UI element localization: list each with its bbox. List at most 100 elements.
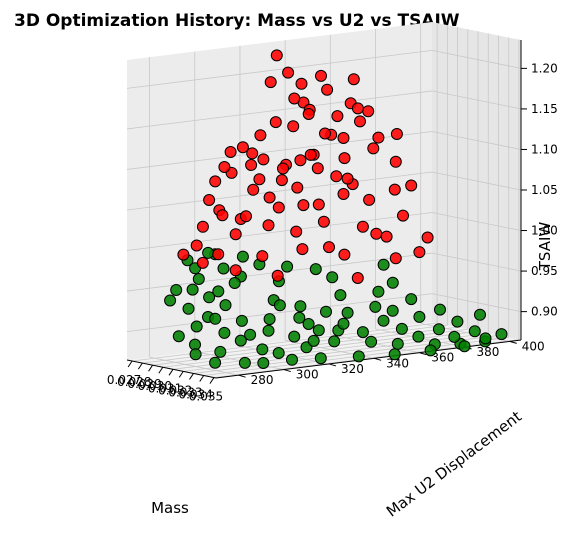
data-point-green — [203, 291, 216, 304]
x-tick — [168, 369, 174, 376]
data-point-green — [228, 277, 241, 289]
x-tick-label: 0.029 — [127, 377, 161, 391]
data-point-red — [331, 110, 344, 123]
data-point-red — [196, 220, 209, 233]
grid-line-y — [194, 351, 284, 370]
data-point-green — [451, 315, 464, 328]
data-point-green — [286, 353, 298, 366]
y-tick-label: 280 — [251, 373, 274, 387]
data-point-red — [341, 172, 354, 185]
data-point-red — [196, 256, 209, 269]
data-point-green — [412, 330, 425, 343]
data-point-green — [212, 285, 225, 298]
data-point-red — [311, 162, 324, 175]
data-point-red — [291, 181, 304, 194]
data-point-red — [246, 147, 259, 160]
y-tick — [374, 357, 382, 361]
data-point-red — [337, 132, 350, 144]
data-point-green — [307, 334, 320, 347]
data-point-green — [172, 330, 185, 343]
grid-line-z — [126, 212, 433, 251]
data-point-green — [356, 326, 369, 339]
data-point-red — [405, 179, 418, 192]
data-point-red — [421, 231, 434, 244]
data-point-red — [264, 76, 277, 89]
data-point-green — [424, 344, 437, 357]
data-point-red — [338, 248, 351, 261]
data-point-green — [309, 263, 322, 276]
data-point-red — [297, 199, 310, 212]
data-point-green — [391, 337, 404, 350]
y-tick-label: 300 — [296, 368, 319, 382]
data-point-red — [275, 174, 288, 187]
x-tick — [148, 364, 153, 372]
x-axis-label: Mass — [151, 499, 189, 517]
data-point-green — [273, 299, 286, 312]
data-point-red — [315, 69, 327, 82]
data-point-green — [234, 334, 247, 347]
grid-line-z — [431, 293, 522, 313]
grid-line-z — [431, 131, 522, 150]
x-tick — [178, 371, 184, 378]
data-point-green — [263, 313, 276, 326]
data-point-red — [209, 175, 222, 188]
grid-line-z — [431, 252, 522, 272]
data-point-red — [262, 219, 275, 232]
grid-line-y — [149, 356, 239, 376]
data-point-red — [247, 183, 260, 196]
x-tick-label: 0.030 — [138, 379, 172, 393]
grid-line-z — [431, 90, 522, 110]
data-point-red — [363, 193, 376, 206]
data-point-red — [257, 153, 270, 166]
data-point-green — [219, 299, 232, 312]
data-point-red — [338, 152, 351, 165]
data-point-green — [365, 335, 378, 348]
data-point-green — [170, 284, 183, 296]
data-point-green — [192, 273, 205, 285]
x-tick — [189, 373, 194, 380]
data-point-red — [380, 230, 393, 243]
y-tick — [283, 369, 291, 373]
data-point-green — [293, 311, 306, 324]
data-point-green — [262, 324, 275, 337]
data-point-green — [164, 294, 177, 307]
x-tick — [137, 362, 143, 370]
data-point-red — [413, 246, 426, 259]
data-point-red — [288, 92, 301, 105]
data-point-red — [216, 209, 229, 222]
data-point-red — [240, 210, 252, 223]
data-point-red — [203, 194, 216, 206]
data-point-red — [190, 239, 203, 252]
z-tick-label: 1.20 — [531, 61, 558, 75]
data-point-green — [479, 332, 492, 345]
data-point-green — [186, 283, 199, 296]
x-tick-label: 0.032 — [158, 383, 192, 397]
data-point-red — [367, 142, 380, 155]
data-point-green — [458, 340, 471, 353]
data-point-green — [386, 276, 399, 289]
x-tick — [127, 360, 133, 368]
grid-line-z — [126, 49, 433, 89]
data-point-red — [337, 188, 350, 200]
x-tick-label: 0.033 — [168, 385, 202, 399]
data-point-red — [296, 243, 309, 256]
data-point-red — [312, 198, 325, 211]
grid-line-z — [126, 90, 433, 130]
y-tick-label: 360 — [431, 351, 454, 365]
x-tick-label: 0.034 — [179, 388, 213, 402]
data-point-red — [212, 248, 225, 261]
data-point-green — [334, 289, 347, 302]
x-tick-label: 0.028 — [117, 375, 151, 389]
data-point-red — [277, 162, 289, 175]
data-point-green — [386, 304, 399, 317]
data-point-red — [229, 228, 242, 241]
grid-line-z — [431, 49, 522, 69]
data-point-red — [271, 269, 284, 282]
data-point-green — [372, 285, 385, 298]
data-point-green — [218, 326, 231, 339]
data-point-green — [377, 258, 390, 271]
data-point-green — [272, 347, 285, 359]
grid-line-x — [172, 330, 479, 370]
x-tick-label: 0.031 — [148, 381, 182, 395]
